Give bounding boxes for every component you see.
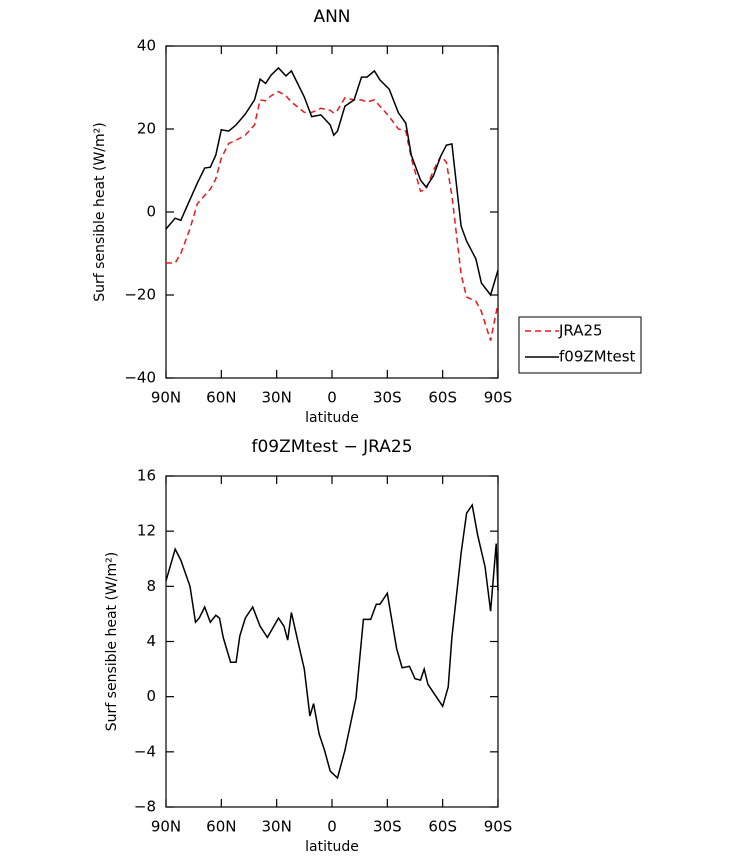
data-line — [165, 503, 499, 780]
y-axis-label: Surf sensible heat (W/m²) — [104, 552, 120, 731]
y-tick-label: 4 — [146, 632, 156, 650]
x-tick-label: 60N — [206, 818, 236, 836]
y-tick-label: −4 — [134, 742, 156, 760]
x-tick-label: 90S — [484, 389, 513, 407]
data-line — [165, 66, 499, 297]
chart-title: ANN — [313, 7, 350, 27]
y-tick-label: 16 — [137, 467, 156, 485]
x-axis-label: latitude — [305, 839, 359, 855]
x-tick-label: 30N — [262, 389, 292, 407]
plot-frame — [165, 45, 499, 379]
y-tick-label: −20 — [124, 286, 156, 304]
x-axis-label: latitude — [305, 410, 359, 426]
x-tick-label: 30S — [373, 389, 402, 407]
chart-title: f09ZMtest − JRA25 — [251, 437, 412, 457]
x-tick-label: 30N — [262, 818, 292, 836]
legend-label: f09ZMtest — [559, 348, 636, 366]
x-tick-label: 90N — [151, 818, 181, 836]
x-tick-label: 0 — [327, 818, 337, 836]
y-tick-label: 12 — [137, 522, 156, 540]
x-tick-label: 60S — [428, 389, 457, 407]
x-tick-label: 0 — [327, 389, 337, 407]
y-tick-label: −40 — [124, 369, 156, 387]
legend-label: JRA25 — [558, 322, 603, 340]
x-tick-label: 60N — [206, 389, 236, 407]
x-tick-label: 30S — [373, 818, 402, 836]
y-tick-label: 0 — [146, 687, 156, 705]
x-tick-label: 90S — [484, 818, 513, 836]
y-tick-label: 20 — [137, 120, 156, 138]
y-tick-label: 8 — [146, 577, 156, 595]
plot-frame — [165, 475, 499, 808]
y-axis-label: Surf sensible heat (W/m²) — [92, 122, 108, 301]
x-tick-label: 90N — [151, 389, 181, 407]
legend-box — [518, 316, 642, 374]
y-tick-label: 0 — [146, 203, 156, 221]
x-tick-label: 60S — [428, 818, 457, 836]
y-tick-label: 40 — [137, 37, 156, 55]
y-tick-label: −8 — [134, 798, 156, 816]
